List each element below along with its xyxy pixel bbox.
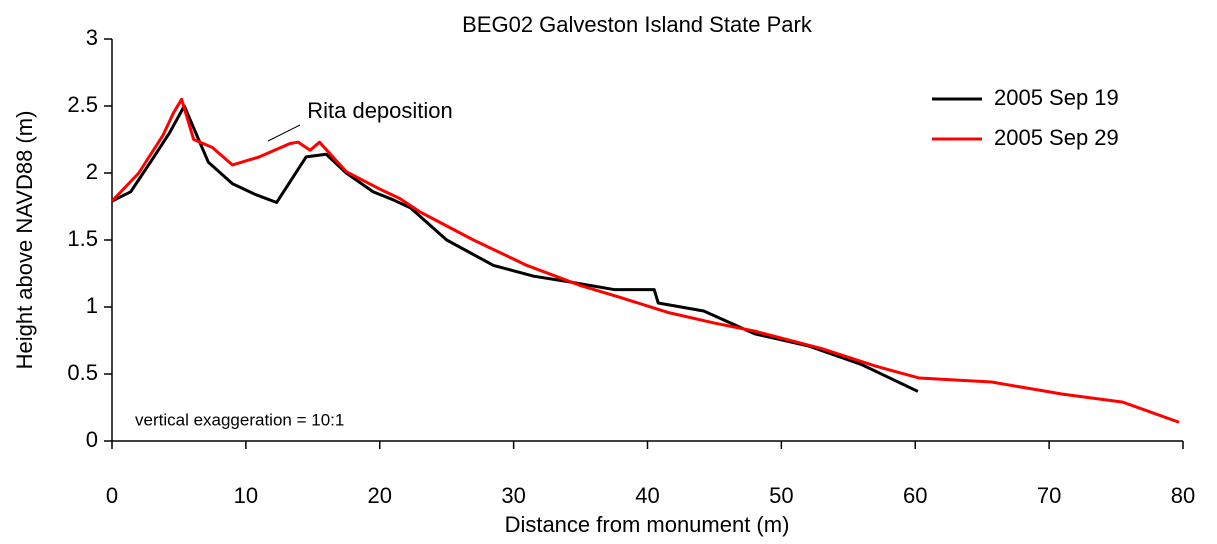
series-line <box>111 104 919 393</box>
x-tick-label: 30 <box>501 483 525 508</box>
x-tick-label: 70 <box>1037 483 1061 508</box>
x-tick-label: 40 <box>635 483 659 508</box>
y-tick-label: 1.5 <box>67 226 98 251</box>
legend-label: 2005 Sep 29 <box>994 125 1119 150</box>
x-tick-label: 10 <box>234 483 258 508</box>
x-tick-label: 80 <box>1171 483 1195 508</box>
x-tick-label: 50 <box>769 483 793 508</box>
annotation: vertical exaggeration = 10:1 <box>135 410 344 429</box>
y-tick-label: 1 <box>86 293 98 318</box>
y-tick-label: 3 <box>86 25 98 50</box>
y-tick-label: 2.5 <box>67 92 98 117</box>
y-tick-label: 0.5 <box>67 360 98 385</box>
x-axis-label: Distance from monument (m) <box>505 512 790 537</box>
annotation: Rita deposition <box>307 98 453 123</box>
y-tick-label: 0 <box>86 427 98 452</box>
y-tick-label: 2 <box>86 159 98 184</box>
x-tick-label: 0 <box>106 483 118 508</box>
y-axis-label: Height above NAVD88 (m) <box>12 111 37 370</box>
legend-label: 2005 Sep 19 <box>994 85 1119 110</box>
chart-title: BEG02 Galveston Island State Park <box>462 12 813 37</box>
series-line <box>110 97 1180 424</box>
x-tick-label: 60 <box>903 483 927 508</box>
annotation-leader <box>267 124 301 142</box>
x-tick-label: 20 <box>368 483 392 508</box>
